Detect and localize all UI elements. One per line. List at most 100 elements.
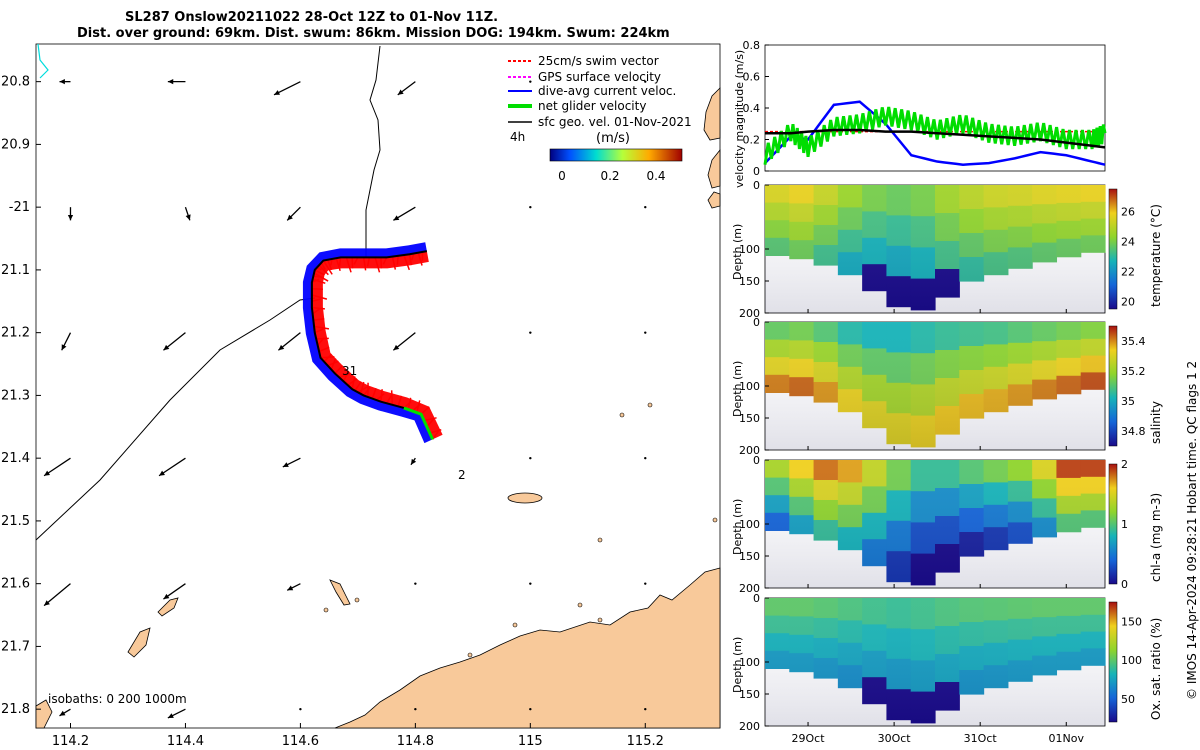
swim-vector [429,429,442,434]
swim-vector [353,257,359,265]
velocity-plot-area [764,44,1106,172]
geo-vector-dot [299,707,302,711]
swim-vector [318,346,330,353]
islet [647,402,653,408]
map-y-tick-label: 20.8 [1,75,30,90]
isobath-200m [35,297,316,541]
section-y-tick-label: 100 [739,656,760,669]
geo-vector-head [287,214,293,221]
colorbar-label: chl-a (mg m-3) [1149,493,1163,582]
geo-vector-dot [644,80,647,83]
swim-vector [391,256,397,270]
colorbar-tick-label: 34.8 [1121,425,1146,438]
colorbar-unit: (m/s) [596,131,630,146]
islet [512,622,518,628]
velocity-ylabel: velocity magnitude (m/s) [733,50,746,188]
legend-label-gps: GPS surface velocity [538,70,661,84]
velocity-y-tick-label: 0.4 [743,102,761,115]
islet [354,597,360,603]
section-x-tick-label: 31Oct [964,732,998,745]
credit-text: © IMOS 14-Apr-2024 09:28:21 Hobart time.… [1185,360,1199,700]
section-y-tick-label: 0 [753,316,760,329]
swim-vector [397,395,403,407]
swim-vector [311,298,322,303]
geo-vector-head [167,79,174,85]
islet [712,517,718,523]
geo-vector-head [67,214,74,221]
section-y-tick-label: 200 [739,582,760,595]
geo-vector-head [44,600,50,606]
velocity-series-line [763,106,1107,165]
velocity-panel: 0 0.2 0.4 0.6 0.8 velocity magnitude (m/s) [733,39,1107,188]
colorbar-tick-label: 150 [1121,615,1142,628]
geo-vector-head [59,710,66,716]
geo-vector-head [274,90,281,95]
section-y-tick-label: 150 [739,550,760,563]
islet [323,607,329,613]
map-y-tick-label: 21.6 [1,577,30,592]
section-y-tick-label: 150 [739,412,760,425]
swim-vector [351,376,356,390]
swim-vector [411,403,421,412]
map-y-tick-label: 21.1 [1,263,30,278]
glider-path [310,250,434,440]
map-x-tick-label: 114.8 [397,734,434,749]
geo-vector-head [397,89,404,95]
swim-vector [334,365,344,374]
colorbar-tick-label: 24 [1121,236,1135,249]
geo-vector-head [278,344,285,351]
swim-vector-band [311,251,443,440]
current-vector-band [302,242,433,444]
section-shade [765,322,1105,450]
islet [597,537,603,543]
colorbar-tick-label: 35.4 [1121,335,1146,348]
glider-track [302,242,443,444]
geo-vector-head [185,214,191,221]
colorbar-tick-2: 0.4 [646,169,665,183]
map-panel: 31 2 114.2 114.4 114.6 114.8 115 115.2 20.820… [1,43,721,749]
geo-vector-head [282,462,289,467]
geo-vector-dot [414,707,417,711]
swim-vector [382,257,388,265]
geo-vector-head [410,458,417,465]
geo-vector-head [159,470,165,476]
map-legend: 25cm/s swim vector GPS surface velocity … [508,54,692,183]
geo-vector-head [44,470,51,476]
velocity-series-line [764,100,1106,166]
section-y-tick-label: 200 [739,720,760,733]
section-y-tick-label: 200 [739,307,760,320]
section-ylabel: Depth (m) [731,224,744,280]
geo-vector-dot [529,205,532,209]
section-ylabel: Depth (m) [731,499,744,555]
section-shade [765,598,1105,726]
geo-vector-head [167,713,174,718]
swim-vector [423,417,437,422]
swim-vector [347,378,358,386]
colorbar-tick-label: 22 [1121,266,1135,279]
map-x-ticks: 114.2 114.4 114.6 114.8 115 115.2 [52,723,664,749]
velocity-y-ticks: 0 0.2 0.4 0.6 0.8 [743,39,769,178]
geo-vector-dot [644,456,647,460]
colorbar-tick-label: 100 [1121,654,1142,667]
colorbar-tick-label: 20 [1121,296,1135,309]
colorbar-tick-label: 26 [1121,206,1135,219]
geo-vector-dot [644,205,647,209]
colorbar-tick-label: 35.2 [1121,365,1146,378]
legend-label-current: dive-avg current veloc. [538,84,676,98]
swim-vector [313,272,329,282]
swim-vector [311,306,325,310]
swim-vector [371,387,377,399]
geo-vector-head [393,215,400,221]
colorbar-label: Ox. sat. ratio (%) [1149,618,1163,720]
swim-vector [338,257,342,267]
geo-vector-head [61,344,67,351]
swim-vector [380,257,383,269]
island-west-b [157,597,179,617]
island-mid [507,492,543,504]
swim-vector [320,356,335,359]
swim-vector [360,381,365,395]
colorbar-tick-label: 2 [1121,458,1128,471]
swim-vector [322,260,333,275]
section-y-tick-label: 100 [739,518,760,531]
